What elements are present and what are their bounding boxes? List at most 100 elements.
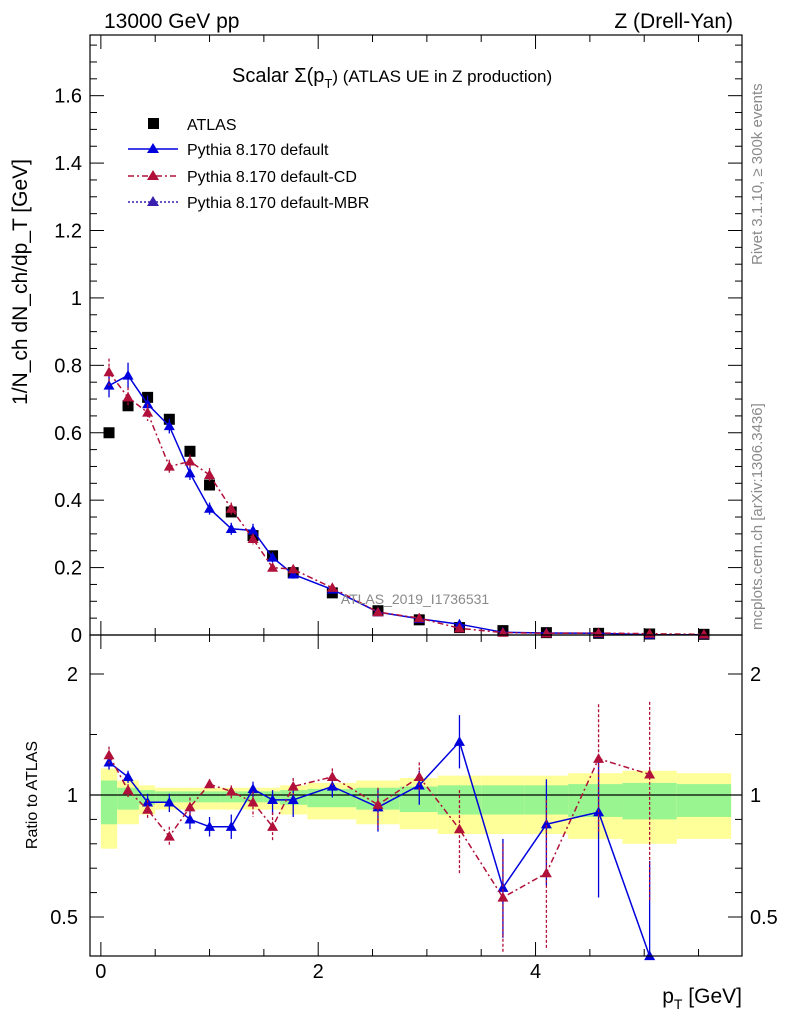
main-y-tick-label: 0: [71, 625, 82, 647]
atlas-point: [122, 400, 134, 412]
pythia-8-170-default-cd-point: [247, 533, 259, 544]
ratio-pythia-8-170-default-point: [540, 818, 552, 829]
ratio-y-tick-label: 0.5: [50, 907, 78, 929]
pythia-8-170-default-point: [122, 369, 134, 380]
ratio-pythia-8-170-default-point: [122, 771, 134, 781]
main-y-tick-label: 0.6: [54, 423, 82, 445]
ratio-y-tick-label-right: 1: [750, 785, 761, 807]
main-axis-ticks: 0 0.2 0.4 0.6 0.8 1 1.2 1.4 1.6: [54, 35, 742, 647]
ratio-inner-band: [307, 788, 357, 808]
ratio-series-group: [103, 701, 656, 961]
ratio-pythia-8-170-default-point: [644, 950, 656, 961]
main-title: Scalar Σ(pT) (ATLAS UE in Z production): [232, 65, 552, 91]
legend-default-label: Pythia 8.170 default: [187, 142, 329, 159]
legend-atlas-label: ATLAS: [187, 117, 237, 134]
header-right: Z (Drell-Yan): [614, 10, 733, 33]
ratio-pythia-8-170-default-point: [453, 736, 465, 746]
ratio-pythia-8-170-default-cd-point: [184, 801, 196, 812]
ratio-panel: 0.5 0.5 1 1 2 2 0 2 4 Ratio to ATLAS pT [GeV]: [24, 634, 778, 1012]
ratio-pythia-8-170-default-point: [163, 796, 175, 807]
pythia-8-170-default-point: [247, 525, 259, 535]
ratio-pythia-8-170-default-cd-point: [540, 867, 552, 878]
ratio-y-tick-label-right: 2: [750, 664, 761, 686]
ratio-pythia-8-170-default-cd-point: [142, 804, 154, 814]
main-y-tick-label: 0.8: [54, 355, 82, 377]
ratio-inner-band: [198, 791, 221, 803]
ratio-pythia-8-170-default-point: [326, 781, 338, 791]
ratio-pythia-8-170-default-cd-point: [287, 781, 299, 791]
pythia-8-170-default-point: [204, 503, 216, 513]
ratio-pythia-8-170-default-line: [108, 740, 651, 957]
legend-mbr-marker: [147, 196, 159, 206]
ratio-pythia-8-170-default-cd-point: [122, 784, 134, 795]
pythia-8-170-default-cd-point: [698, 628, 710, 639]
legend-default-marker: [147, 143, 159, 153]
pythia-8-170-default-cd-point: [287, 563, 299, 574]
legend-cd-marker: [147, 170, 159, 180]
main-y-tick-label: 1: [71, 288, 82, 310]
pythia-8-170-default-cd-point: [142, 407, 154, 417]
x-tick-label: 2: [313, 961, 324, 983]
header-left: 13000 GeV pp: [104, 10, 239, 33]
ratio-pythia-8-170-default-cd-line: [108, 754, 650, 899]
pythia-8-170-default-cd-point: [453, 622, 465, 633]
legend: ATLAS Pythia 8.170 default Pythia 8.170 …: [128, 117, 369, 212]
main-y-tick-label: 1.2: [54, 221, 82, 243]
x-axis-title: pT [GeV]: [662, 985, 742, 1012]
ratio-pythia-8-170-default-cd-point: [225, 785, 237, 796]
pythia-8-170-default-point: [225, 523, 237, 533]
ratio-pythia-8-170-default-cd-point: [497, 891, 509, 902]
pythia-8-170-default-cd-point: [184, 455, 196, 466]
pythia-8-170-default-cd-point: [163, 460, 175, 471]
pythia-8-170-default-cd-point: [413, 612, 425, 623]
ratio-inner-band: [481, 785, 525, 815]
ratio-pythia-8-170-default-point: [247, 783, 259, 794]
main-y-tick-label: 0.2: [54, 558, 82, 580]
ratio-pythia-8-170-default-point: [225, 821, 237, 831]
mcplots-label: mcplots.cern.ch [arXiv:1306.3436]: [749, 403, 766, 630]
pythia-8-170-default-point: [287, 568, 299, 579]
pythia-8-170-default-point: [163, 420, 175, 431]
ratio-y-tick-label-right: 0.5: [750, 907, 778, 929]
x-tick-label: 0: [95, 961, 106, 983]
ratio-pythia-8-170-default-point: [497, 882, 509, 892]
pythia-8-170-default-cd-point: [204, 469, 216, 480]
main-series-group: [103, 358, 710, 640]
rivet-label: Rivet 3.1.10, ≥ 300k events: [749, 83, 766, 265]
ratio-pythia-8-170-default-cd-point: [163, 830, 175, 841]
legend-atlas-marker: [148, 118, 159, 129]
ratio-inner-band: [117, 787, 139, 810]
ratio-pythia-8-170-default-point: [184, 813, 196, 824]
ratio-pythia-8-170-default-cd-point: [267, 821, 279, 831]
ratio-pythia-8-170-default-point: [267, 794, 279, 805]
legend-cd-label: Pythia 8.170 default-CD: [187, 169, 357, 186]
ratio-inner-band: [676, 784, 732, 817]
atlas-point: [204, 479, 216, 491]
ratio-inner-band: [155, 791, 177, 803]
ratio-pythia-8-170-default-cd-point: [247, 796, 259, 807]
ratio-pythia-8-170-default-cd-point: [372, 799, 384, 809]
ratio-pythia-8-170-default-cd-point: [644, 768, 656, 779]
ratio-axis-ticks: 0.5 0.5 1 1 2 2 0 2 4: [50, 635, 778, 983]
ratio-inner-band: [100, 780, 118, 825]
ratio-pythia-8-170-default-cd-point: [453, 823, 465, 834]
main-y-axis-title: 1/N_ch dN_ch/dp_T [GeV]: [9, 159, 32, 405]
ratio-y-tick-label: 2: [67, 664, 78, 686]
ratio-inner-band: [176, 791, 199, 803]
pythia-8-170-default-cd-point: [326, 582, 338, 592]
ratio-y-axis-title: Ratio to ATLAS: [24, 741, 41, 849]
ratio-pythia-8-170-default-point: [287, 794, 299, 805]
pythia-8-170-default-cd-point: [103, 366, 115, 377]
analysis-watermark: ATLAS_2019_I1736531: [341, 591, 490, 607]
ratio-pythia-8-170-default-cd-point: [103, 749, 115, 760]
pythia-8-170-default-point: [184, 467, 196, 478]
pythia-8-170-default-cd-point: [372, 606, 384, 617]
main-y-tick-label: 0.4: [54, 490, 82, 512]
pythia-8-170-default-cd-point: [225, 503, 237, 513]
pythia-8-170-default-point: [267, 551, 279, 562]
ratio-y-tick-label: 1: [67, 785, 78, 807]
ratio-frame: [89, 634, 743, 957]
pythia-8-170-default-cd-point: [122, 391, 134, 402]
x-tick-label: 4: [530, 961, 541, 983]
